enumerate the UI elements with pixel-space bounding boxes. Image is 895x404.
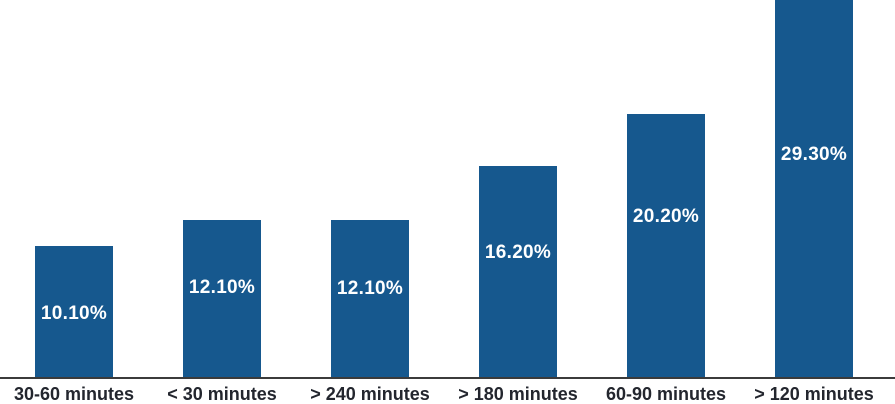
bar-value-label: 20.20% (632, 206, 700, 227)
category-label: > 120 minutes (754, 384, 874, 404)
category-label: 60-90 minutes (605, 384, 727, 404)
category-label: < 30 minutes (167, 384, 277, 404)
category-label: > 180 minutes (458, 384, 578, 404)
bar-value-label: 16.20% (484, 242, 552, 263)
bar-value-label: 10.10% (40, 303, 108, 324)
bar (183, 220, 261, 377)
bar-value-label: 12.10% (336, 278, 404, 299)
category-label: > 240 minutes (310, 384, 430, 404)
bar (627, 114, 705, 377)
category-label: 30-60 minutes (13, 384, 135, 404)
x-axis-line (0, 377, 895, 379)
bar (331, 220, 409, 377)
bar (35, 246, 113, 377)
bar (775, 0, 853, 377)
bar-value-label: 12.10% (188, 277, 256, 298)
bar (479, 166, 557, 377)
bar-value-label: 29.30% (780, 144, 848, 165)
